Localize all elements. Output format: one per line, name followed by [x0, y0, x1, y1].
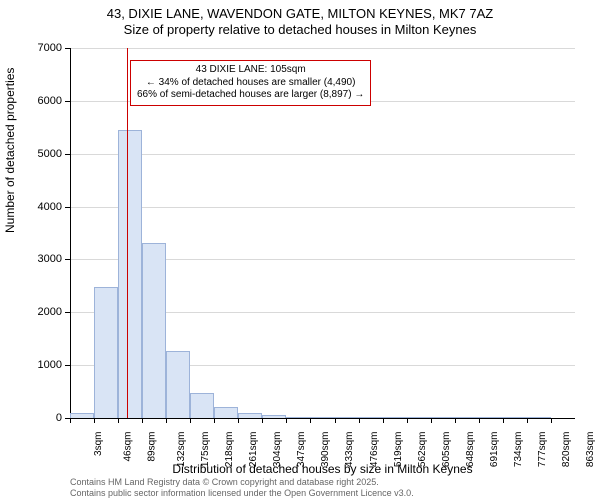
- title-line-2: Size of property relative to detached ho…: [0, 22, 600, 38]
- histogram-bar: [94, 287, 118, 418]
- xtick-label: 132sqm: [176, 432, 187, 468]
- histogram-bar: [70, 413, 94, 418]
- xtick-label: 605sqm: [441, 432, 452, 468]
- ytick-label: 2000: [12, 306, 62, 318]
- annotation-line-3: 66% of semi-detached houses are larger (…: [137, 89, 364, 102]
- histogram-bar: [142, 243, 166, 418]
- xtick-label: 89sqm: [147, 432, 158, 462]
- histogram-bar: [503, 417, 527, 418]
- xtick-mark: [190, 418, 191, 423]
- xtick-label: 820sqm: [561, 432, 572, 468]
- ytick-label: 7000: [12, 42, 62, 54]
- xtick-mark: [431, 418, 432, 423]
- xtick-mark: [527, 418, 528, 423]
- histogram-bar: [286, 417, 310, 418]
- footer-note: Contains HM Land Registry data © Crown c…: [70, 477, 414, 498]
- marker-line: [127, 48, 128, 418]
- xtick-mark: [286, 418, 287, 423]
- histogram-bar: [310, 417, 334, 418]
- xtick-label: 175sqm: [200, 432, 211, 468]
- xtick-mark: [383, 418, 384, 423]
- ytick-label: 5000: [12, 148, 62, 160]
- chart-container: 43, DIXIE LANE, WAVENDON GATE, MILTON KE…: [0, 0, 600, 500]
- xtick-label: 648sqm: [465, 432, 476, 468]
- histogram-bar: [190, 393, 214, 418]
- annotation-box: 43 DIXIE LANE: 105sqm← 34% of detached h…: [130, 60, 371, 106]
- xtick-mark: [503, 418, 504, 423]
- histogram-bar: [479, 417, 503, 418]
- xtick-label: 3sqm: [93, 432, 104, 456]
- xtick-mark: [70, 418, 71, 423]
- xtick-label: 691sqm: [489, 432, 500, 468]
- xtick-mark: [407, 418, 408, 423]
- title-block: 43, DIXIE LANE, WAVENDON GATE, MILTON KE…: [0, 6, 600, 37]
- plot-area: 43 DIXIE LANE: 105sqm← 34% of detached h…: [70, 48, 575, 418]
- xtick-mark: [359, 418, 360, 423]
- ytick-label: 1000: [12, 359, 62, 371]
- xtick-label: 218sqm: [224, 432, 235, 468]
- xtick-mark: [118, 418, 119, 423]
- gridline-h: [70, 418, 575, 419]
- xtick-label: 777sqm: [537, 432, 548, 468]
- histogram-bar: [431, 417, 455, 418]
- histogram-bar: [455, 417, 479, 418]
- xtick-mark: [455, 418, 456, 423]
- xtick-mark: [94, 418, 95, 423]
- xtick-mark: [551, 418, 552, 423]
- xtick-label: 734sqm: [513, 432, 524, 468]
- histogram-bar: [262, 415, 286, 418]
- xtick-label: 476sqm: [369, 432, 380, 468]
- histogram-bar: [383, 417, 407, 418]
- ytick-label: 4000: [12, 201, 62, 213]
- xtick-mark: [214, 418, 215, 423]
- xtick-label: 562sqm: [417, 432, 428, 468]
- footer-line-1: Contains HM Land Registry data © Crown c…: [70, 477, 414, 487]
- xtick-mark: [479, 418, 480, 423]
- title-line-1: 43, DIXIE LANE, WAVENDON GATE, MILTON KE…: [0, 6, 600, 22]
- histogram-bar: [238, 413, 262, 418]
- histogram-bar: [407, 417, 431, 418]
- xtick-label: 347sqm: [296, 432, 307, 468]
- xtick-label: 390sqm: [321, 432, 332, 468]
- footer-line-2: Contains public sector information licen…: [70, 488, 414, 498]
- xtick-label: 433sqm: [345, 432, 356, 468]
- ytick-label: 6000: [12, 95, 62, 107]
- xtick-mark: [262, 418, 263, 423]
- y-axis-line: [70, 48, 71, 418]
- xtick-mark: [310, 418, 311, 423]
- xtick-label: 863sqm: [585, 432, 596, 468]
- ytick-label: 3000: [12, 253, 62, 265]
- annotation-line-2: ← 34% of detached houses are smaller (4,…: [137, 77, 364, 90]
- ytick-label: 0: [12, 412, 62, 424]
- histogram-bar: [118, 130, 142, 418]
- xtick-mark: [335, 418, 336, 423]
- xtick-label: 261sqm: [248, 432, 259, 468]
- xtick-label: 519sqm: [393, 432, 404, 468]
- gridline-h: [70, 207, 575, 208]
- histogram-bar: [359, 417, 383, 418]
- gridline-h: [70, 154, 575, 155]
- xtick-mark: [142, 418, 143, 423]
- xtick-mark: [238, 418, 239, 423]
- gridline-h: [70, 48, 575, 49]
- histogram-bar: [527, 417, 551, 418]
- histogram-bar: [166, 351, 190, 418]
- xtick-label: 46sqm: [123, 432, 134, 462]
- histogram-bar: [214, 407, 238, 418]
- histogram-bar: [335, 417, 359, 418]
- xtick-label: 304sqm: [272, 432, 283, 468]
- xtick-mark: [166, 418, 167, 423]
- annotation-line-1: 43 DIXIE LANE: 105sqm: [137, 64, 364, 77]
